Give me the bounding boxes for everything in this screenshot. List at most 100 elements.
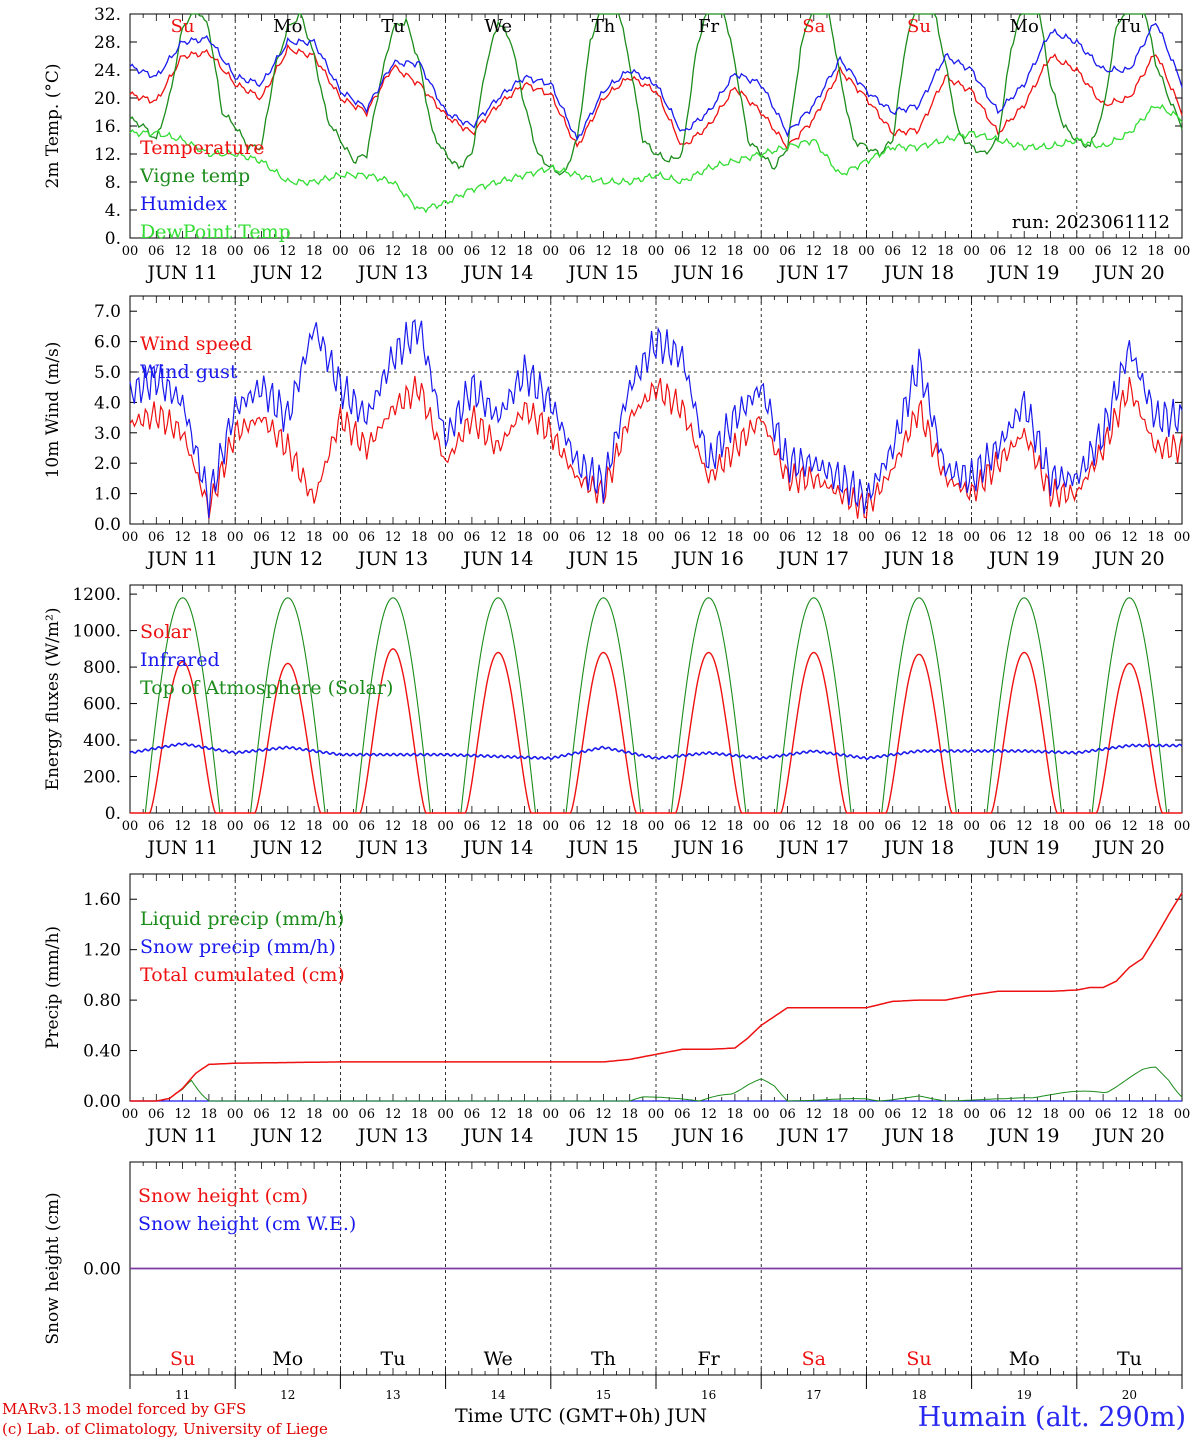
hour-tick-label: 18 [937, 1107, 954, 1122]
hour-tick-label: 06 [884, 819, 901, 834]
hour-tick-label: 12 [490, 1107, 507, 1122]
panel-2: 7.0 6.0 5.0 4.0 3.0 2.0 1.0 0.0 10m Wind (m/s) 00… [43, 295, 1190, 570]
hour-tick-label: 06 [148, 1107, 165, 1122]
hour-tick-label: 12 [174, 244, 191, 259]
legend-vigne-temp: Vigne temp [139, 165, 250, 187]
hour-tick-label: 18 [832, 530, 849, 545]
hour-tick-label: 18 [516, 1107, 533, 1122]
y-tick-label: 0. [105, 804, 121, 824]
hour-tick-label: 06 [1095, 244, 1112, 259]
hour-tick-label: 06 [464, 1107, 481, 1122]
y-axis-title: Energy fluxes (W/m²) [43, 608, 63, 791]
y-tick-label: 4. [105, 201, 121, 221]
weekday-label: Tu [1118, 16, 1142, 37]
hour-tick-label: 00 [1174, 244, 1191, 259]
hour-tick-label: 12 [911, 819, 928, 834]
day-label: JUN 15 [566, 262, 638, 284]
hour-tick-label: 18 [727, 244, 744, 259]
day-number: 18 [911, 1388, 926, 1402]
hour-tick-label: 12 [1016, 530, 1033, 545]
day-label: JUN 20 [1092, 837, 1164, 859]
hour-tick-label: 18 [411, 244, 428, 259]
hour-tick-label: 00 [963, 244, 980, 259]
hour-tick-label: 12 [595, 819, 612, 834]
day-label: JUN 12 [251, 837, 323, 859]
day-label: JUN 15 [566, 548, 638, 570]
hour-tick-label: 00 [437, 819, 454, 834]
day-label: JUN 17 [777, 1125, 849, 1147]
hour-tick-label: 00 [122, 244, 139, 259]
day-label: JUN 17 [777, 837, 849, 859]
hour-tick-label: 12 [806, 244, 823, 259]
day-label: JUN 11 [145, 837, 217, 859]
day-label: JUN 19 [987, 1125, 1059, 1147]
panel-5: 0.00 Snow height (cm) Su Mo Tu We Th Fr Sa Su Mo Tu… [43, 1161, 1183, 1402]
hour-tick-label: 00 [963, 530, 980, 545]
day-label: JUN 13 [356, 548, 428, 570]
y-tick-label: 2.0 [94, 454, 121, 474]
hour-tick-label: 00 [1174, 819, 1191, 834]
weekday-label: Mo [273, 16, 302, 37]
hour-tick-label: 18 [306, 530, 323, 545]
credit-lab: (c) Lab. of Climatology, University of L… [2, 1420, 328, 1438]
weekday-label: We [484, 1348, 513, 1370]
y-tick-label: 7.0 [94, 302, 121, 322]
hour-tick-label: 00 [332, 530, 349, 545]
hour-tick-label: 00 [332, 244, 349, 259]
station-name: Humain (alt. 290m) [917, 1402, 1186, 1433]
day-label: JUN 16 [671, 837, 743, 859]
hour-tick-label: 00 [227, 530, 244, 545]
series-total-cumulated [130, 892, 1183, 1102]
hour-tick-label: 06 [674, 1107, 691, 1122]
hour-tick-label: 12 [1016, 819, 1033, 834]
day-label: JUN 11 [145, 1125, 217, 1147]
hour-tick-label: 12 [385, 244, 402, 259]
day-label: JUN 13 [356, 262, 428, 284]
series-humidex [129, 22, 1183, 142]
y-tick-label: 0.00 [83, 1092, 121, 1112]
hour-tick-label: 18 [201, 244, 218, 259]
hour-tick-label: 18 [306, 819, 323, 834]
series-wind-speed [129, 375, 1183, 519]
hour-tick-label: 12 [280, 819, 297, 834]
hour-tick-label: 12 [700, 1107, 717, 1122]
weekday-label: Tu [1117, 1348, 1142, 1370]
hour-tick-label: 18 [727, 819, 744, 834]
hour-tick-label: 06 [148, 530, 165, 545]
hour-tick-label: 18 [832, 244, 849, 259]
y-tick-label: 20. [94, 89, 121, 109]
day-number: 15 [596, 1388, 611, 1402]
hour-tick-label: 06 [779, 244, 796, 259]
series-wind-gust [129, 318, 1183, 519]
hour-tick-label: 00 [648, 530, 665, 545]
weekday-label: Mo [1009, 1348, 1040, 1370]
day-label: JUN 13 [356, 837, 428, 859]
hour-tick-label: 18 [411, 1107, 428, 1122]
y-tick-label: 1.20 [83, 941, 121, 961]
hour-tick-label: 18 [621, 1107, 638, 1122]
series-infrared [129, 742, 1183, 761]
y-tick-label: 1000. [72, 622, 121, 642]
hour-tick-label: 12 [385, 819, 402, 834]
hour-tick-label: 18 [937, 244, 954, 259]
day-label: JUN 16 [671, 1125, 743, 1147]
hour-tick-label: 12 [1121, 244, 1138, 259]
run-label: run: 2023061112 [1012, 212, 1170, 233]
hour-tick-label: 00 [753, 819, 770, 834]
legend-wind-speed: Wind speed [140, 333, 252, 355]
y-tick-label: 16. [94, 117, 121, 137]
hour-tick-label: 12 [280, 244, 297, 259]
hour-tick-label: 00 [332, 819, 349, 834]
weekday-label: Th [591, 1348, 616, 1370]
day-label: JUN 12 [251, 262, 323, 284]
hour-tick-label: 00 [753, 244, 770, 259]
y-tick-label: 600. [83, 695, 121, 715]
weekday-label: Su [906, 1348, 931, 1370]
day-label: JUN 19 [987, 262, 1059, 284]
day-label: JUN 11 [145, 548, 217, 570]
y-tick-label: 0.80 [83, 991, 121, 1011]
hour-tick-label: 00 [543, 819, 560, 834]
panel-3: 1200. 1000. 800. 600. 400. 200. 0. Energy fluxe… [43, 584, 1191, 859]
hour-tick-label: 18 [832, 819, 849, 834]
hour-tick-label: 12 [595, 530, 612, 545]
